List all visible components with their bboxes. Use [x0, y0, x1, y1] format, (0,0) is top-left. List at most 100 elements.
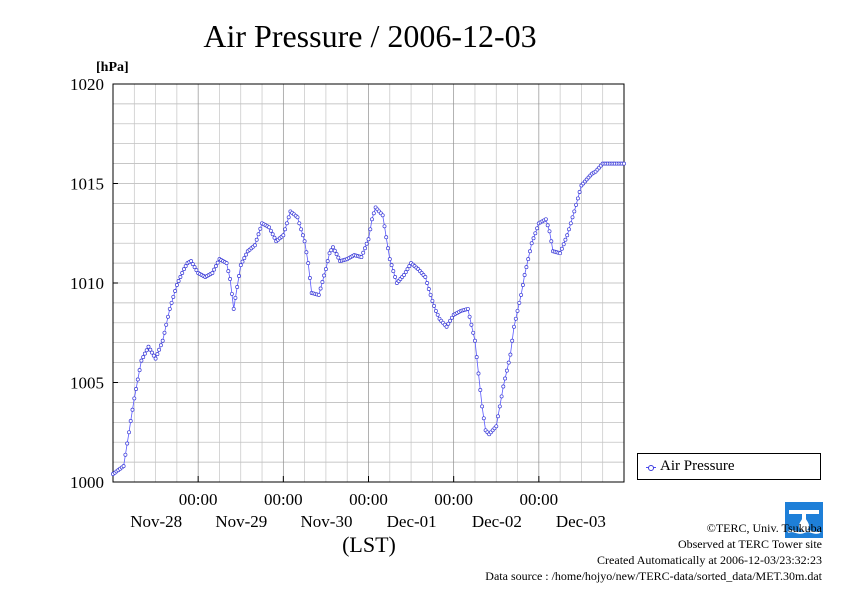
- data-point: [517, 300, 522, 305]
- data-point: [297, 221, 302, 226]
- data-point: [359, 255, 364, 260]
- data-point: [132, 396, 137, 401]
- data-point: [281, 233, 286, 238]
- data-point: [244, 252, 249, 257]
- data-point: [162, 330, 167, 335]
- y-tick-label: 1015: [70, 175, 104, 194]
- data-point: [137, 368, 142, 373]
- data-point: [167, 306, 172, 311]
- data-point: [258, 226, 263, 231]
- data-point: [268, 228, 273, 233]
- terc-logo: [785, 502, 823, 538]
- data-point: [304, 250, 309, 255]
- data-point: [382, 224, 387, 229]
- data-point: [130, 407, 135, 412]
- data-point: [155, 352, 160, 357]
- data-point: [151, 353, 156, 358]
- data-point: [565, 233, 570, 238]
- data-point: [135, 377, 140, 382]
- x-tick-date: Dec-02: [472, 512, 522, 531]
- data-point: [558, 251, 563, 256]
- data-point: [531, 236, 536, 241]
- data-point: [425, 281, 430, 285]
- data-point: [433, 308, 438, 313]
- data-point: [231, 306, 236, 311]
- data-point: [622, 161, 626, 166]
- data-point: [213, 264, 218, 269]
- x-axis-label: (LST): [342, 532, 396, 557]
- data-point: [240, 259, 245, 264]
- x-tick-time: 00:00: [519, 490, 558, 509]
- data-point: [331, 245, 335, 250]
- data-point: [166, 314, 170, 319]
- data-point: [327, 251, 332, 256]
- data-point: [190, 262, 195, 267]
- data-point: [405, 267, 410, 272]
- data-point: [432, 303, 437, 308]
- data-point: [128, 419, 133, 423]
- data-point: [139, 358, 144, 363]
- data-point: [549, 239, 554, 244]
- data-point: [226, 269, 231, 274]
- x-tick-date: Nov-28: [130, 512, 182, 531]
- data-point: [446, 321, 451, 326]
- data-point: [402, 273, 406, 277]
- data-point: [146, 344, 151, 349]
- credits: ©TERC, Univ. Tsukuba Observed at TERC To…: [485, 520, 822, 584]
- legend-marker-symbol: [648, 465, 654, 471]
- data-point: [543, 217, 548, 222]
- x-tick-time: 00:00: [264, 490, 303, 509]
- data-point: [387, 257, 392, 262]
- credit-site: Observed at TERC Tower site: [677, 537, 822, 551]
- data-point: [125, 441, 130, 446]
- data-point: [474, 355, 479, 360]
- data-point: [515, 308, 520, 313]
- data-point: [235, 285, 240, 289]
- data-point: [389, 263, 394, 268]
- y-tick-label: 1020: [70, 75, 104, 94]
- data-point: [476, 371, 481, 376]
- data-point: [430, 298, 435, 303]
- data-point: [192, 265, 197, 270]
- data-point: [210, 271, 215, 275]
- data-point: [519, 292, 524, 297]
- y-axis-unit: [hPa]: [96, 60, 129, 75]
- y-axis: 1000 1005 1010 1015 1020: [70, 75, 118, 492]
- data-point: [522, 273, 527, 277]
- data-point: [212, 267, 217, 272]
- x-tick-date: Nov-30: [301, 512, 353, 531]
- data-point: [473, 338, 477, 343]
- data-point: [496, 414, 500, 419]
- data-point: [503, 376, 508, 381]
- x-tick-time: 00:00: [179, 490, 218, 509]
- data-point: [316, 292, 321, 297]
- data-point: [444, 324, 449, 329]
- data-point: [150, 350, 154, 355]
- data-point: [403, 270, 408, 275]
- data-point: [238, 263, 243, 268]
- x-axis: 00:00 Nov-28 00:00 Nov-29 00:00 Nov-30 00:00 De…: [130, 476, 606, 531]
- credit-created: Created Automatically at 2006-12-03/23:3…: [597, 553, 822, 567]
- data-point: [306, 261, 311, 266]
- data-point: [141, 355, 146, 360]
- data-point: [183, 264, 188, 269]
- data-point: [302, 239, 307, 244]
- data-point: [391, 269, 396, 274]
- data-point: [160, 338, 165, 343]
- data-point: [504, 368, 509, 373]
- data-point: [529, 241, 534, 246]
- data-point: [497, 404, 502, 409]
- data-point: [320, 280, 325, 284]
- data-point: [224, 261, 229, 266]
- data-point: [480, 404, 485, 409]
- data-point: [134, 387, 139, 391]
- data-point: [467, 314, 472, 319]
- data-point: [370, 217, 374, 222]
- data-point: [449, 315, 454, 320]
- data-point: [142, 351, 147, 356]
- data-point: [577, 190, 582, 194]
- data-point: [153, 356, 158, 361]
- data-point: [363, 246, 367, 251]
- data-point: [533, 231, 538, 236]
- data-point: [570, 215, 575, 220]
